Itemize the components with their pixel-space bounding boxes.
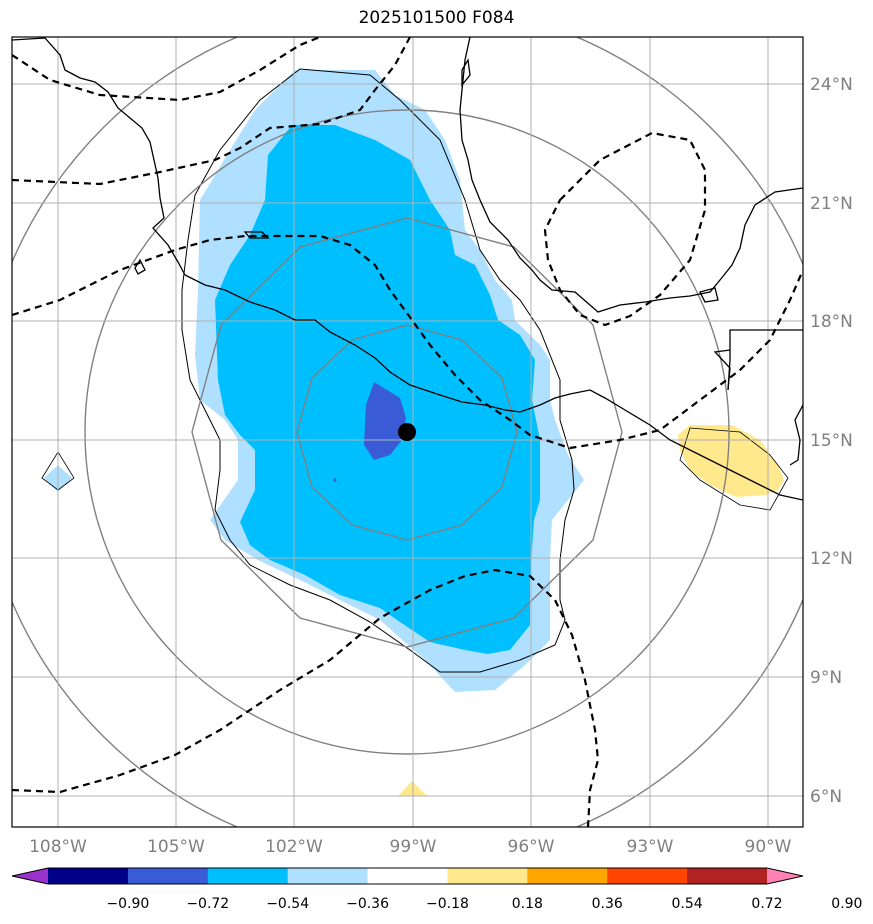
- lon-tick-label: 108°W: [29, 837, 87, 857]
- coastline-bay: [699, 287, 719, 303]
- coastline-central-america: [789, 404, 803, 466]
- dashed-contour-upper: [12, 37, 411, 186]
- colorbar-labels: −0.90 −0.72 −0.54 −0.36 −0.18 0.18 0.36 0.54 0.7…: [106, 896, 862, 912]
- colorbar-segment: [48, 868, 129, 884]
- lat-tick-label: 12°N: [810, 549, 853, 569]
- dashed-contour-gulf-ring: [543, 131, 707, 327]
- contour-level1-pos: [678, 425, 784, 497]
- axes-frame: [11, 36, 804, 828]
- colorbar-segment: [527, 868, 608, 884]
- lon-tick-labels: 108°W 105°W 102°W 99°W 96°W 93°W 90°W: [29, 837, 792, 857]
- coastline-gulf: [459, 37, 803, 313]
- colorbar-segment: [367, 868, 448, 884]
- lat-tick-label: 15°N: [810, 431, 853, 451]
- range-ring-2: [191, 217, 623, 648]
- colorbar-tick-label: −0.18: [426, 896, 469, 912]
- solid-contour-line: [181, 68, 575, 673]
- coastline-mexico-pacific: [12, 37, 803, 501]
- colorbar: −0.90 −0.72 −0.54 −0.36 −0.18 0.18 0.36 0.54 0.7…: [11, 867, 862, 912]
- colorbar-segment: [447, 868, 528, 884]
- colorbar-tick-label: 0.90: [831, 896, 862, 912]
- lat-tick-label: 24°N: [810, 75, 853, 95]
- lat-tick-labels: 24°N 21°N 18°N 15°N 12°N 9°N 6°N: [810, 75, 853, 807]
- colorbar-segments: [12, 868, 803, 884]
- lon-tick-label: 102°W: [265, 837, 323, 857]
- colorbar-tick-label: −0.54: [266, 896, 309, 912]
- lon-tick-label: 90°W: [745, 837, 792, 857]
- lon-tick-label: 105°W: [147, 837, 205, 857]
- lon-tick-label: 99°W: [390, 837, 437, 857]
- colorbar-segment: [207, 868, 289, 884]
- colorbar-tick-label: 0.36: [592, 896, 623, 912]
- coastline-gulf-islet: [461, 58, 471, 87]
- lat-tick-label: 21°N: [810, 194, 853, 214]
- colorbar-segment: [127, 868, 209, 884]
- colorbar-tick-label: 0.18: [512, 896, 543, 912]
- plot-title: 2025101500 F084: [358, 8, 515, 28]
- range-ring-1: [296, 324, 518, 541]
- colorbar-extend-max: [767, 868, 803, 884]
- lon-tick-label: 96°W: [508, 837, 555, 857]
- lat-tick-label: 6°N: [810, 787, 842, 807]
- colorbar-tick-label: −0.72: [186, 896, 229, 912]
- colorbar-segment: [687, 868, 768, 884]
- range-rings: [12, 37, 803, 827]
- colorbar-segment: [607, 868, 688, 884]
- colorbar-tick-label: −0.90: [106, 896, 149, 912]
- range-ring-3: [84, 109, 730, 755]
- contour-level3-neg-spot: [333, 478, 337, 482]
- lat-tick-label: 18°N: [810, 312, 853, 332]
- dashed-contour-south: [12, 568, 600, 827]
- storm-center-marker: [398, 423, 416, 441]
- colorbar-outline: [11, 867, 804, 885]
- dashed-contours: [12, 37, 803, 827]
- coastline-island: [243, 231, 270, 239]
- dashed-contour-mid: [12, 234, 803, 450]
- colorbar-tick-label: −0.36: [346, 896, 389, 912]
- colorbar-tick-label: 0.72: [751, 896, 782, 912]
- solid-contour-line-small: [41, 451, 75, 491]
- border-line: [713, 349, 731, 391]
- lon-tick-label: 93°W: [627, 837, 674, 857]
- lat-tick-label: 9°N: [810, 668, 842, 688]
- coastline-yucatan-east: [727, 329, 803, 391]
- gridlines: [12, 37, 803, 827]
- colorbar-tick-label: 0.54: [672, 896, 703, 912]
- dashed-contour-north: [12, 37, 321, 102]
- colorbar-extend-min: [12, 868, 48, 884]
- colorbar-segment: [287, 868, 369, 884]
